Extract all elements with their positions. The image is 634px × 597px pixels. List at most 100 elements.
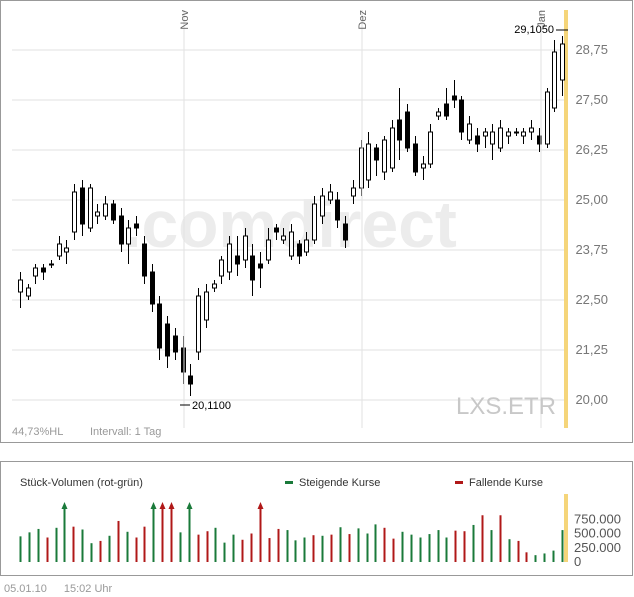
candle [428, 124, 433, 168]
min-price-label: 20,1100 [192, 400, 231, 412]
candle [266, 228, 271, 264]
candle [88, 184, 93, 232]
candle-body [18, 279, 23, 293]
candle-body [552, 51, 557, 109]
candle-body [134, 223, 139, 229]
candle-body [413, 143, 418, 173]
candle [506, 128, 511, 144]
candlestick-series [18, 36, 565, 396]
candle [111, 200, 116, 224]
candle-body [475, 135, 480, 145]
candle-body [506, 131, 511, 137]
price-tick-label: 21,25 [575, 342, 608, 357]
candle-body [467, 123, 472, 141]
candle-body [328, 191, 333, 201]
candle-body [444, 103, 449, 117]
price-tick-label: 23,75 [575, 242, 608, 257]
candle [459, 96, 464, 140]
candle [560, 36, 565, 96]
candle-body [196, 295, 201, 353]
candle [26, 284, 31, 300]
candle-body [320, 195, 325, 217]
candle-body [521, 131, 526, 137]
candle-body [227, 243, 232, 273]
candle-body [459, 99, 464, 133]
candle-body [49, 263, 54, 266]
candle [374, 144, 379, 176]
overflow-arrow [150, 502, 157, 509]
candle-body [545, 91, 550, 145]
candle-body [142, 243, 147, 277]
candle-body [436, 111, 441, 117]
candle-body [514, 131, 519, 134]
candle [320, 188, 325, 224]
candle-body [150, 271, 155, 305]
candle-body [274, 227, 279, 233]
candle-body [351, 187, 356, 197]
candle [49, 260, 54, 268]
interval-label: Intervall: 1 Tag [90, 426, 161, 438]
candle-body [64, 247, 69, 253]
candle-body [483, 131, 488, 137]
candle-body [266, 239, 271, 261]
candle [250, 244, 255, 296]
candle-body [243, 235, 248, 261]
candle-body [421, 163, 426, 169]
candle-body [452, 95, 457, 101]
candle-body [490, 131, 495, 145]
candle-body [312, 203, 317, 241]
candle [41, 264, 46, 280]
candle [33, 264, 38, 284]
candle-body [33, 267, 38, 277]
price-tick-label: 28,75 [575, 42, 608, 57]
legend-down-swatch [455, 481, 463, 484]
price-tick-label: 22,50 [575, 292, 608, 307]
candle [351, 180, 356, 204]
candle [18, 272, 23, 308]
candle-body [88, 187, 93, 229]
price-tick-label: 25,00 [575, 192, 608, 207]
candle-body [57, 243, 62, 257]
candle [436, 108, 441, 120]
candle-body [219, 259, 224, 277]
candle-body [428, 131, 433, 165]
volume-title: Stück-Volumen (rot-grün) [20, 477, 143, 489]
candle [452, 80, 457, 108]
footer-date: 05.01.10 [4, 583, 47, 595]
candle-body [560, 43, 565, 81]
candle [227, 236, 232, 280]
candle-body [250, 255, 255, 281]
candle [95, 204, 100, 224]
price-tick-label: 26,25 [575, 142, 608, 157]
footer-time: 15:02 Uhr [63, 583, 113, 595]
candle-body [382, 139, 387, 173]
candle-body [165, 323, 170, 357]
legend-up-swatch [285, 481, 293, 484]
candle [274, 224, 279, 240]
candle [235, 236, 240, 276]
candle-body [366, 143, 371, 181]
footer: 05.01.10 15:02 Uhr [4, 583, 126, 595]
candle-body [397, 119, 402, 141]
candle [529, 120, 534, 140]
overflow-arrow [159, 502, 166, 509]
month-label: Dez [357, 10, 369, 30]
candle [157, 296, 162, 360]
candle-body [126, 227, 131, 245]
candle-body [297, 243, 302, 257]
candle-body [498, 127, 503, 149]
volume-tick-label: 250.000 [574, 540, 621, 555]
current-day-marker [564, 10, 568, 428]
price-tick-label: 20,00 [575, 392, 608, 407]
month-label: Nov [179, 10, 191, 30]
status-hl: 44,73%HL [12, 426, 63, 438]
candle [405, 104, 410, 152]
candle [444, 88, 449, 120]
volume-tick-label: 750.000 [574, 511, 621, 526]
candle [312, 196, 317, 244]
candle-body [103, 203, 108, 217]
candle [142, 236, 147, 284]
candle-body [157, 303, 162, 349]
